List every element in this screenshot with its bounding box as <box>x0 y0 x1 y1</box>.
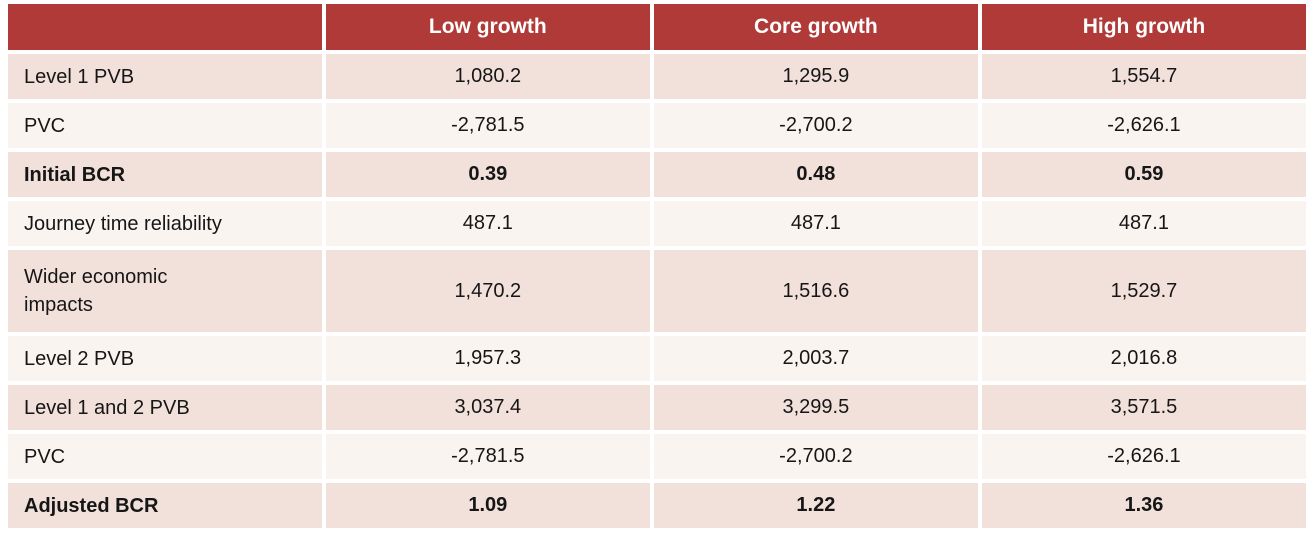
cell-value: 487.1 <box>653 201 978 246</box>
column-header-low-growth: Low growth <box>325 4 650 50</box>
cell-value: 0.39 <box>325 152 650 197</box>
cell-value: 0.48 <box>653 152 978 197</box>
column-header-core-growth: Core growth <box>653 4 978 50</box>
table-row-level-1-and-2-pvb: Level 1 and 2 PVB 3,037.4 3,299.5 3,571.… <box>8 385 1306 430</box>
row-label: PVC <box>8 103 322 148</box>
row-label: Level 1 and 2 PVB <box>8 385 322 430</box>
cell-value: 3,299.5 <box>653 385 978 430</box>
column-header-high-growth: High growth <box>981 4 1306 50</box>
cell-value: 1,516.6 <box>653 250 978 332</box>
cell-value: -2,700.2 <box>653 434 978 479</box>
cell-value: -2,781.5 <box>325 103 650 148</box>
cell-value: 487.1 <box>325 201 650 246</box>
cell-value: 1,080.2 <box>325 54 650 99</box>
row-label: Journey time reliability <box>8 201 322 246</box>
cell-value: 487.1 <box>981 201 1306 246</box>
table-row-wider-economic-impacts: Wider economic impacts 1,470.2 1,516.6 1… <box>8 250 1306 332</box>
cell-value: 1,529.7 <box>981 250 1306 332</box>
cell-value: -2,626.1 <box>981 103 1306 148</box>
row-label: Initial BCR <box>8 152 322 197</box>
cell-value: 3,037.4 <box>325 385 650 430</box>
table-row-pvc-2: PVC -2,781.5 -2,700.2 -2,626.1 <box>8 434 1306 479</box>
row-label: Adjusted BCR <box>8 483 322 528</box>
table-row-pvc-1: PVC -2,781.5 -2,700.2 -2,626.1 <box>8 103 1306 148</box>
row-label: Wider economic impacts <box>8 250 322 332</box>
table-row-adjusted-bcr: Adjusted BCR 1.09 1.22 1.36 <box>8 483 1306 528</box>
cell-value: 1,554.7 <box>981 54 1306 99</box>
row-label: PVC <box>8 434 322 479</box>
bcr-summary-table: Low growth Core growth High growth Level… <box>4 0 1310 532</box>
cell-value: 1,470.2 <box>325 250 650 332</box>
cell-value: -2,781.5 <box>325 434 650 479</box>
cell-value: 1,957.3 <box>325 336 650 381</box>
cell-value: 1.36 <box>981 483 1306 528</box>
cell-value: 1.09 <box>325 483 650 528</box>
column-header-blank <box>8 4 322 50</box>
table-row-level-1-pvb: Level 1 PVB 1,080.2 1,295.9 1,554.7 <box>8 54 1306 99</box>
row-label: Level 2 PVB <box>8 336 322 381</box>
table-row-initial-bcr: Initial BCR 0.39 0.48 0.59 <box>8 152 1306 197</box>
cell-value: 1.22 <box>653 483 978 528</box>
cell-value: 2,003.7 <box>653 336 978 381</box>
cell-value: 3,571.5 <box>981 385 1306 430</box>
cell-value: -2,700.2 <box>653 103 978 148</box>
cell-value: 1,295.9 <box>653 54 978 99</box>
cell-value: -2,626.1 <box>981 434 1306 479</box>
header-row: Low growth Core growth High growth <box>8 4 1306 50</box>
table-row-level-2-pvb: Level 2 PVB 1,957.3 2,003.7 2,016.8 <box>8 336 1306 381</box>
row-label: Level 1 PVB <box>8 54 322 99</box>
table-row-journey-time-reliability: Journey time reliability 487.1 487.1 487… <box>8 201 1306 246</box>
cell-value: 0.59 <box>981 152 1306 197</box>
cell-value: 2,016.8 <box>981 336 1306 381</box>
